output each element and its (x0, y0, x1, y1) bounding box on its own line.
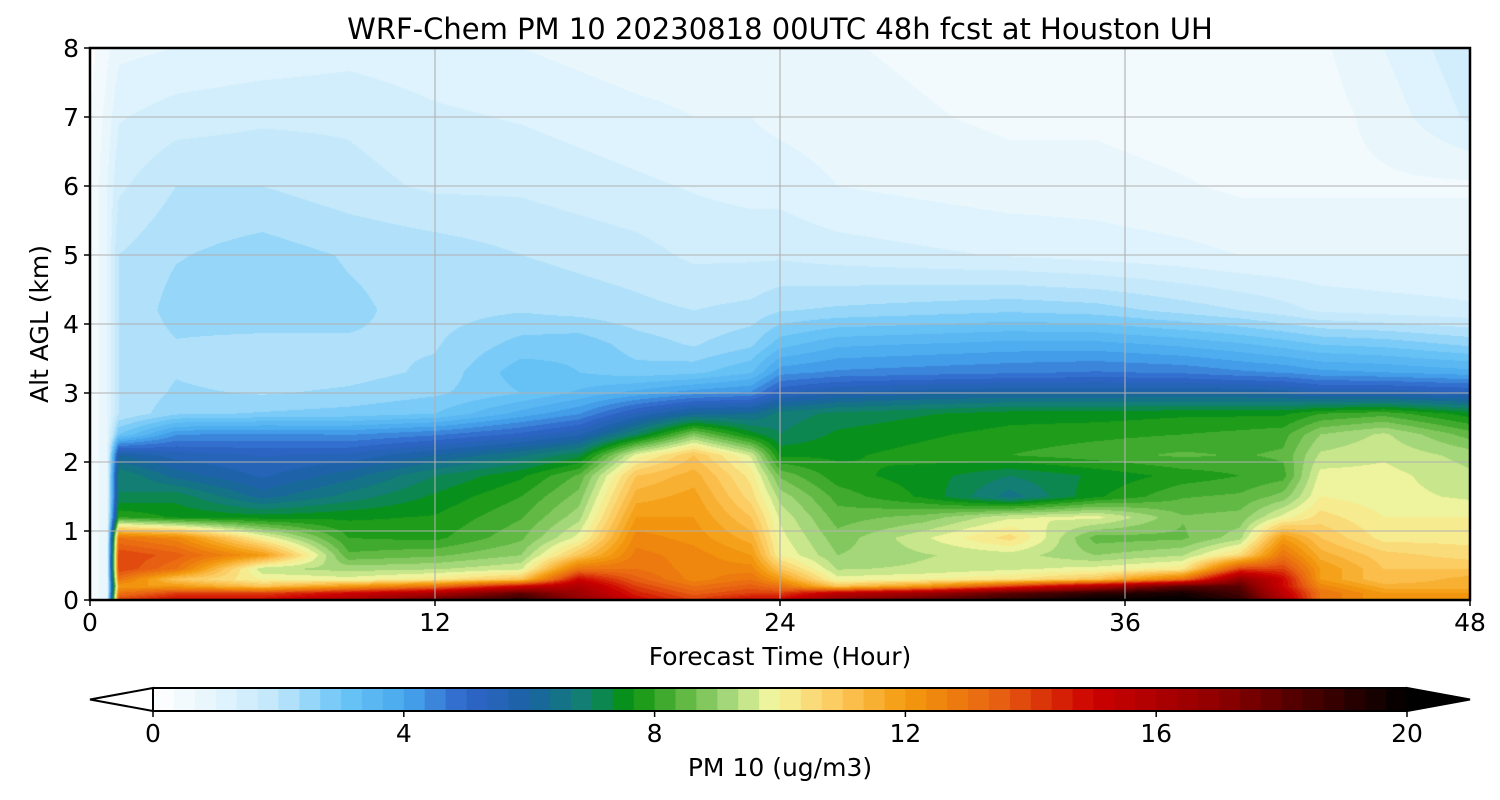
colorbar-tick-label: 0 (145, 719, 161, 748)
y-tick-label: 6 (63, 172, 79, 201)
y-axis: 0 1 2 3 4 5 6 7 8 (63, 34, 90, 615)
colorbar-segment (487, 688, 509, 711)
colorbar-segment (1218, 688, 1241, 711)
colorbar-segment (382, 688, 405, 711)
colorbar-segment (466, 688, 488, 711)
x-axis-label: Forecast Time (Hour) (649, 642, 912, 671)
colorbar (89, 686, 1471, 713)
colorbar-segment (675, 688, 697, 711)
colorbar-segment (320, 688, 342, 711)
colorbar-segment (1030, 688, 1053, 711)
colorbar-segment (947, 688, 969, 711)
x-tick-label: 24 (764, 608, 796, 637)
colorbar-segment (1281, 688, 1304, 711)
colorbar-segment (1051, 688, 1074, 711)
colorbar-segment (1177, 688, 1199, 711)
colorbar-tick-label: 20 (1391, 719, 1423, 748)
colorbar-tick-label: 4 (396, 719, 412, 748)
colorbar-segment (1386, 688, 1408, 711)
colorbar-segment (445, 688, 468, 711)
colorbar-segment (591, 688, 614, 711)
colorbar-segment (1198, 688, 1220, 711)
colorbar-segment (1156, 688, 1178, 711)
colorbar-segment (1072, 688, 1095, 711)
chart-title: WRF-Chem PM 10 20230818 00UTC 48h fcst a… (347, 12, 1213, 46)
grid-lines (90, 48, 1470, 600)
colorbar-segment (654, 688, 677, 711)
y-tick-label: 5 (63, 241, 79, 270)
x-axis: 0 12 24 36 48 (82, 600, 1486, 637)
colorbar-segment (571, 688, 593, 711)
colorbar-segment (738, 688, 760, 711)
y-axis-label: Alt AGL (km) (25, 245, 54, 403)
colorbar-segment (341, 688, 363, 711)
colorbar-segment (424, 688, 447, 711)
colorbar-segment (884, 688, 906, 711)
colorbar-segment (1135, 688, 1157, 711)
y-tick-label: 4 (63, 310, 79, 339)
colorbar-segment (989, 688, 1011, 711)
colorbar-segment (278, 688, 300, 711)
colorbar-segment (153, 688, 175, 711)
colorbar-segment (1239, 688, 1262, 711)
colorbar-segment (1302, 688, 1324, 711)
colorbar-segment (1260, 688, 1283, 711)
colorbar-segment (550, 688, 572, 711)
x-tick-label: 48 (1454, 608, 1486, 637)
colorbar-segment (821, 688, 844, 711)
colorbar-segment (926, 688, 948, 711)
y-tick-label: 7 (63, 103, 79, 132)
colorbar-segment (1114, 688, 1136, 711)
colorbar-segment (194, 688, 217, 711)
colorbar-segment (529, 688, 551, 711)
colorbar-segment (1344, 688, 1366, 711)
colorbar-segment (1009, 688, 1032, 711)
y-tick-label: 3 (63, 379, 79, 408)
y-tick-label: 2 (63, 448, 79, 477)
x-tick-label: 12 (419, 608, 451, 637)
colorbar-tick-label: 12 (889, 719, 921, 748)
colorbar-max-extend (1406, 686, 1471, 713)
colorbar-segment (780, 688, 802, 711)
colorbar-segment (173, 688, 196, 711)
colorbar-tick-label: 16 (1140, 719, 1172, 748)
y-tick-label: 1 (63, 517, 79, 546)
colorbar-segment (257, 688, 279, 711)
y-tick-label: 8 (63, 34, 79, 63)
colorbar-label: PM 10 (ug/m3) (688, 753, 872, 782)
colorbar-segment (215, 688, 238, 711)
colorbar-segment (842, 688, 865, 711)
colorbar-segment (863, 688, 886, 711)
colorbar-segment (633, 688, 656, 711)
colorbar-segment (236, 688, 259, 711)
colorbar-segment (800, 688, 823, 711)
colorbar-segment (612, 688, 635, 711)
colorbar-segment (403, 688, 426, 711)
colorbar-segment (362, 688, 384, 711)
colorbar-segment (508, 688, 530, 711)
colorbar-segment (717, 688, 739, 711)
colorbar-segment (696, 688, 718, 711)
colorbar-min-extend (89, 686, 154, 713)
colorbar-segment (905, 688, 927, 711)
colorbar-segment (1093, 688, 1115, 711)
y-tick-label: 0 (63, 586, 79, 615)
colorbar-ticks: 0 4 8 12 16 20 (145, 711, 1423, 748)
colorbar-segment (1365, 688, 1387, 711)
x-tick-label: 0 (82, 608, 98, 637)
colorbar-tick-label: 8 (647, 719, 663, 748)
colorbar-segment (759, 688, 781, 711)
colorbar-segment (968, 688, 990, 711)
colorbar-segment (299, 688, 321, 711)
colorbar-segment (1323, 688, 1345, 711)
x-tick-label: 36 (1109, 608, 1141, 637)
